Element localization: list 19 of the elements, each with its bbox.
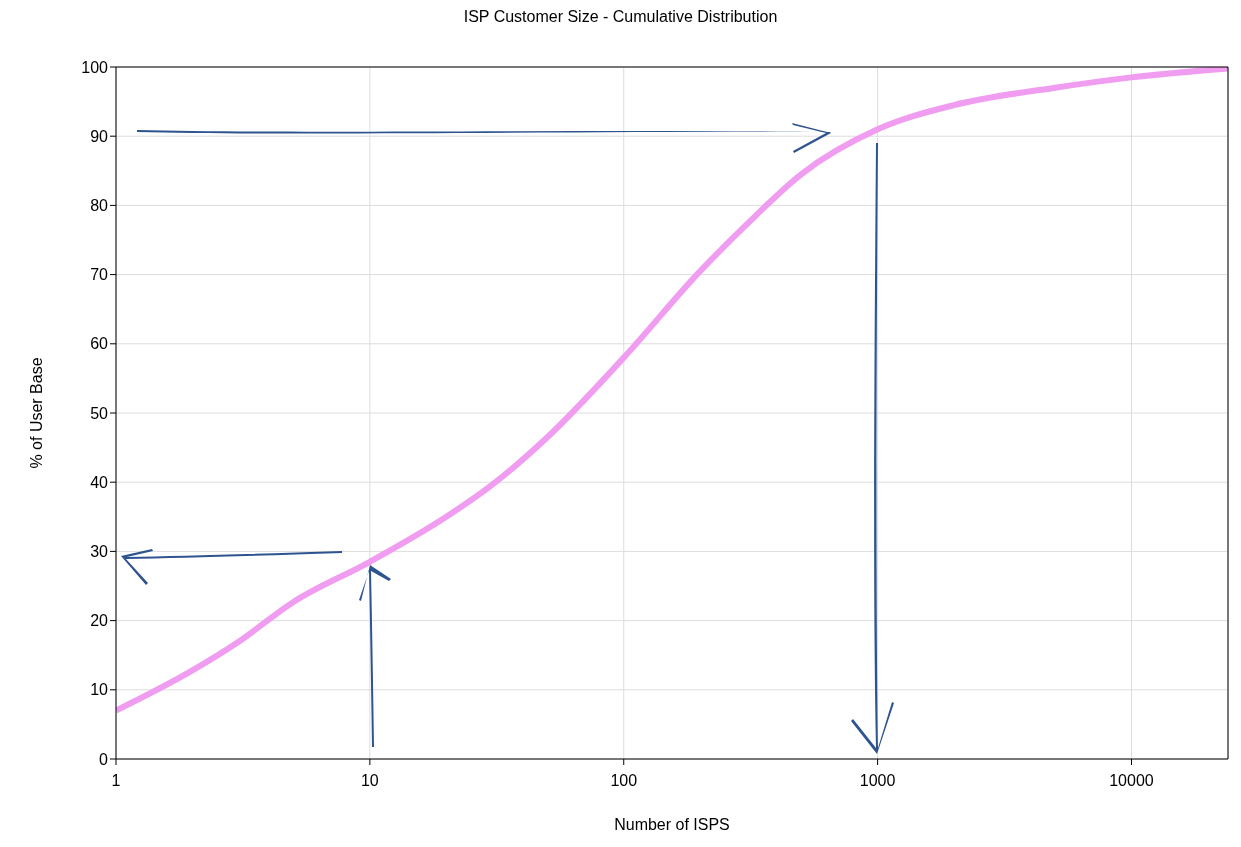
y-axis-title: % of User Base [27, 357, 45, 469]
x-tick-label: 10000 [1109, 772, 1154, 790]
x-tick-label: 10 [360, 772, 379, 790]
y-tick-label: 100 [81, 58, 109, 76]
y-tick-label: 70 [90, 266, 109, 284]
y-tick-label: 40 [90, 473, 109, 491]
y-tick-label: 20 [90, 612, 109, 630]
x-axis-title: Number of ISPS [614, 816, 730, 834]
chart-title: ISP Customer Size - Cumulative Distribution [462, 8, 779, 26]
y-tick-label: 50 [90, 404, 109, 422]
y-tick-label: 90 [90, 127, 109, 145]
x-tick-label: 100 [610, 772, 638, 790]
y-tick-label: 10 [90, 681, 109, 699]
y-tick-label: 80 [90, 197, 109, 215]
y-tick-label: 30 [90, 543, 109, 561]
y-tick-label: 0 [99, 750, 109, 768]
y-tick-label: 60 [90, 335, 109, 353]
x-tick-label: 1000 [859, 772, 896, 790]
x-tick-label: 1 [111, 772, 121, 790]
